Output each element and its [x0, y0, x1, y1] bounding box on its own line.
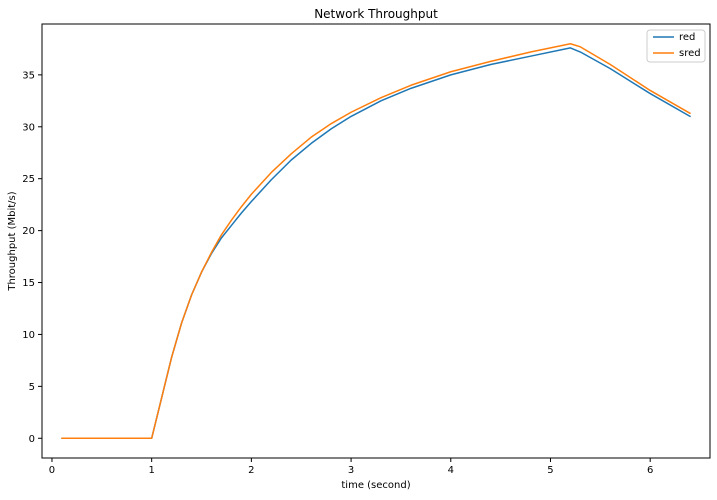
y-tick-label: 20 [22, 226, 35, 237]
x-tick-label: 4 [448, 465, 454, 476]
y-tick-label: 30 [22, 122, 35, 133]
x-axis-label: time (second) [341, 480, 410, 491]
series-layer [61, 42, 691, 440]
plot-area [41, 23, 711, 459]
plot-frame [41, 23, 711, 459]
y-tick-label: 0 [29, 434, 35, 445]
y-tick-label: 5 [29, 382, 35, 393]
legend-box [646, 29, 706, 63]
y-tick-label: 15 [22, 278, 35, 289]
chart-title: Network Throughput [314, 7, 438, 21]
x-axis: 0 1 2 3 4 5 6 [49, 458, 653, 476]
x-tick-label: 1 [148, 465, 154, 476]
series-line-sred [61, 42, 691, 440]
legend-label-sred: sred [679, 48, 701, 59]
x-tick-label: 2 [248, 465, 254, 476]
y-tick-label: 35 [22, 70, 35, 81]
y-tick-label: 25 [22, 174, 35, 185]
legend: red sred [646, 29, 706, 63]
series-line-red [61, 47, 691, 440]
y-axis: 0 5 10 15 20 25 30 35 [22, 70, 42, 445]
y-tick-label: 10 [22, 330, 35, 341]
x-tick-label: 3 [348, 465, 354, 476]
x-tick-label: 6 [647, 465, 653, 476]
y-axis-label: Throughput (Mbit/s) [7, 191, 18, 291]
x-tick-label: 0 [49, 465, 55, 476]
legend-label-red: red [679, 32, 695, 43]
x-tick-label: 5 [547, 465, 553, 476]
